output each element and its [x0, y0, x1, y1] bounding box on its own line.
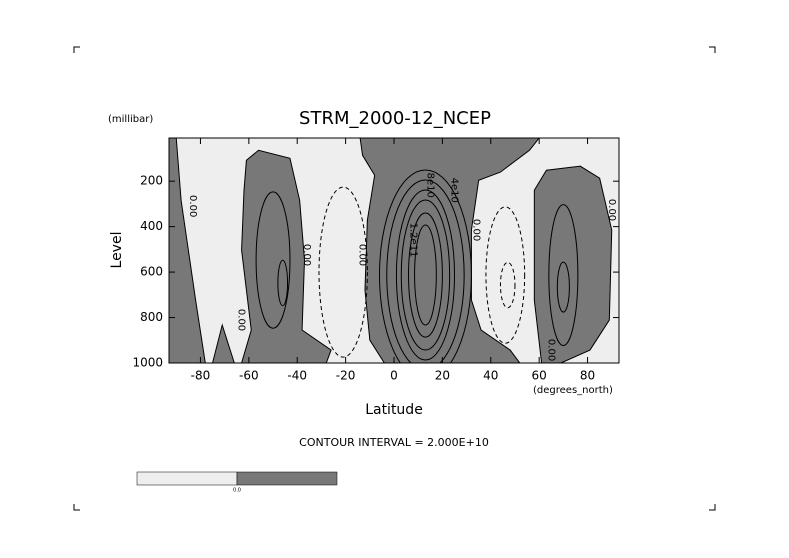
contour-label: 0.00 [301, 244, 312, 266]
plot-area: 0.00 0.00 0.00 0.00 0.00 0.00 0.00 8e10 4e10 1.2e… [169, 138, 619, 363]
contour-label: 0.00 [187, 195, 198, 217]
y-tick-label: 200 [140, 174, 163, 188]
y-tick-label: 600 [140, 265, 163, 279]
contour-line [255, 191, 291, 329]
corner-marks [73, 46, 716, 511]
contour-label: 4e10 [448, 178, 459, 203]
x-tick-label: 80 [580, 369, 595, 383]
contour-line [318, 186, 368, 358]
x-tick-label: -80 [191, 369, 211, 383]
chart-title: STRM_2000-12_NCEP [299, 108, 491, 129]
x-tick-label: -20 [336, 369, 356, 383]
contour-line [378, 169, 472, 363]
contour-line [277, 259, 289, 307]
contour-line [485, 206, 526, 344]
contour-line [499, 261, 516, 309]
contour-label: 0.00 [545, 339, 556, 361]
contour-line [548, 204, 579, 346]
contour-interval-note: CONTOUR INTERVAL = 2.000E+10 [299, 436, 489, 449]
contour-line [414, 224, 437, 326]
contour-line [395, 189, 455, 361]
y-axis-label: Level [109, 232, 125, 269]
contour-label: 0.00 [357, 244, 368, 266]
contour-label: 1.2e11 [407, 223, 418, 258]
x-tick-label: -60 [239, 369, 259, 383]
contour-label: 8e10 [424, 173, 435, 198]
colorbar-positive [236, 471, 338, 486]
contour-label: 0.00 [236, 309, 247, 331]
x-tick-label: 20 [435, 369, 450, 383]
positive-region [169, 138, 206, 363]
x-axis-label: Latitude [365, 402, 423, 418]
contour-label: 0.00 [606, 199, 617, 221]
colorbar-label: 0.0 [233, 488, 241, 494]
contour-line [556, 261, 570, 313]
contour-line [400, 199, 451, 351]
y-tick-label: 1000 [132, 356, 163, 370]
x-units: (degrees_north) [533, 385, 613, 396]
contour-line [386, 179, 465, 363]
x-tick-label: 0 [390, 369, 398, 383]
positive-region [533, 165, 613, 363]
y-tick-label: 400 [140, 219, 163, 233]
positive-region [212, 323, 235, 363]
x-tick-label: -40 [287, 369, 307, 383]
x-tick-label: 60 [532, 369, 547, 383]
colorbar-negative [136, 471, 238, 486]
y-tick-label: 800 [140, 310, 163, 324]
x-tick-label: 40 [483, 369, 498, 383]
contour-label: 0.00 [470, 219, 481, 241]
contour-line [408, 212, 443, 338]
y-units: (millibar) [108, 114, 153, 125]
